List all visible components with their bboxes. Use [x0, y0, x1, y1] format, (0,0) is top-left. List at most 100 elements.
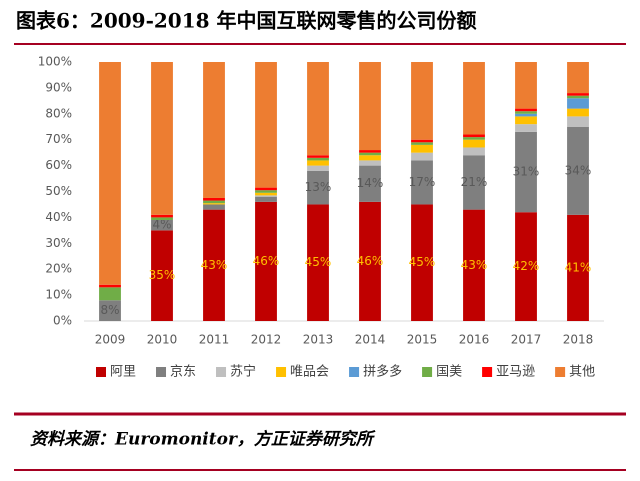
bar-segment [411, 152, 433, 161]
x-tick-label: 2011 [199, 333, 230, 347]
bar-segment [255, 201, 277, 321]
data-label: 13% [305, 180, 332, 194]
bar-segment [255, 195, 277, 197]
bar-segment [151, 230, 173, 321]
bar-segment [307, 170, 329, 205]
bar-segment [567, 93, 589, 96]
bar-segment [359, 150, 381, 153]
y-tick-label: 90% [45, 80, 72, 94]
data-label: 4% [152, 218, 171, 232]
y-tick-label: 100% [38, 55, 72, 69]
legend-swatch [555, 367, 566, 377]
bar-segment [463, 155, 485, 210]
bar-segment [359, 62, 381, 151]
legend-label: 国美 [436, 365, 462, 380]
x-tick-label: 2016 [459, 333, 490, 347]
bar-segment [99, 284, 121, 288]
bar-segment [307, 155, 329, 158]
bar-segment [307, 160, 329, 166]
y-tick-label: 40% [45, 210, 72, 224]
data-label: 8% [100, 303, 119, 317]
x-tick-label: 2012 [251, 333, 282, 347]
data-label: 14% [357, 176, 384, 190]
y-tick-label: 80% [45, 106, 72, 120]
bar-segment [463, 209, 485, 321]
legend-swatch [216, 367, 227, 377]
bar-segment [411, 142, 433, 145]
bar-segment [359, 155, 381, 161]
bar-segment [515, 108, 537, 112]
bar-segment [411, 204, 433, 321]
bar-segment [463, 137, 485, 140]
bar-segment [567, 95, 589, 99]
bar-segment [567, 126, 589, 215]
data-label: 43% [201, 258, 228, 272]
x-tick-label: 2013 [303, 333, 334, 347]
bar-segment [151, 214, 173, 218]
x-tick-label: 2018 [563, 333, 594, 347]
y-tick-label: 0% [53, 314, 72, 328]
bar-segment [307, 157, 329, 161]
bar-segment [203, 62, 225, 198]
bar-segment [463, 62, 485, 135]
bar-segment [255, 196, 277, 202]
bar-segment [203, 200, 225, 204]
y-tick-label: 70% [45, 132, 72, 146]
bar-segment [567, 108, 589, 117]
y-tick-label: 50% [45, 184, 72, 198]
bar-segment [515, 124, 537, 132]
bar-segment [567, 116, 589, 127]
bar-segment [463, 134, 485, 138]
chart-title: 图表6：2009-2018 年中国互联网零售的公司份额 [16, 9, 477, 33]
bar-segment [203, 209, 225, 321]
bar-segment [515, 111, 537, 114]
legend-swatch [482, 367, 493, 377]
bar-segment [203, 197, 225, 201]
bar-segment [203, 204, 225, 210]
legend-swatch [422, 367, 433, 377]
legend-label: 拼多多 [363, 364, 402, 380]
legend-label: 其他 [569, 365, 595, 380]
bar-segment [99, 62, 121, 285]
bar-segment [359, 160, 381, 166]
bar-segment [411, 144, 433, 153]
legend-label: 苏宁 [230, 364, 256, 380]
bar-segment [567, 62, 589, 94]
y-tick-label: 60% [45, 158, 72, 172]
bar-segment [151, 62, 173, 215]
bar-segment [463, 147, 485, 156]
bar-segment [307, 62, 329, 156]
legend-swatch [96, 367, 106, 377]
bar-segment [99, 287, 121, 301]
bar-segment [307, 204, 329, 321]
data-label: 46% [253, 254, 280, 268]
bar-segment [515, 212, 537, 321]
data-label: 43% [461, 258, 488, 272]
data-label: 45% [409, 255, 436, 269]
legend-swatch [349, 367, 360, 377]
bar-segment [255, 187, 277, 191]
legend-label: 京东 [170, 365, 196, 380]
bar-segment [151, 219, 173, 231]
bar-segment [411, 139, 433, 143]
bar-segment [567, 98, 589, 109]
bar-segment [411, 62, 433, 140]
x-tick-label: 2015 [407, 333, 438, 347]
data-label: 34% [565, 163, 592, 177]
data-label: 46% [357, 254, 384, 268]
legend-label: 唯品会 [290, 365, 329, 380]
bar-segment [99, 300, 121, 321]
bar-segment [515, 131, 537, 213]
legend-swatch [156, 367, 167, 377]
bar-segment [515, 113, 537, 117]
bar-segment [255, 190, 277, 193]
x-tick-label: 2017 [511, 333, 542, 347]
bar-segment [307, 165, 329, 171]
bar-segment [463, 139, 485, 148]
bar-segment [151, 217, 173, 220]
legend-label: 亚马逊 [496, 365, 535, 380]
y-tick-label: 30% [45, 236, 72, 250]
bar-segment [203, 203, 225, 205]
data-label: 31% [513, 165, 540, 179]
